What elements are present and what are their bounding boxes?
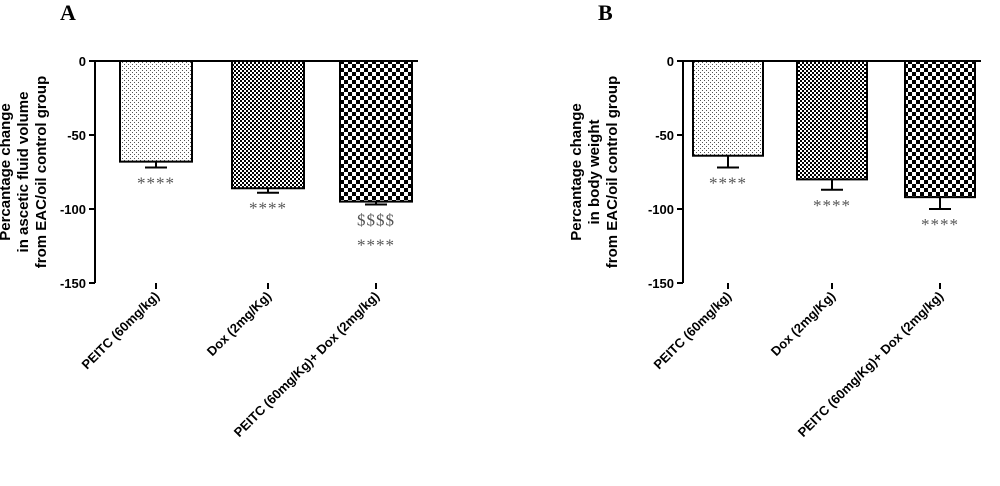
category-label: PEITC (60mg/kg) bbox=[650, 289, 734, 373]
error-bar bbox=[717, 155, 739, 169]
panel-b: B Percantage change in body weight from EAC… bbox=[568, 0, 981, 440]
error-bar bbox=[145, 161, 167, 169]
error-bar bbox=[257, 188, 279, 194]
category-label: PEITC (60mg/kg) bbox=[78, 289, 162, 373]
category-label: Dox (2mg/Kg) bbox=[768, 289, 838, 359]
significance-label: **** bbox=[137, 174, 175, 193]
y-axis-label: from EAC/oil control group bbox=[33, 76, 50, 269]
y-axis-label: Percantage change bbox=[0, 103, 14, 241]
panel-a: A Percantage change in ascetic fluid volum… bbox=[0, 0, 418, 440]
category-label: Dox (2mg/Kg) bbox=[204, 289, 274, 359]
significance-label: **** bbox=[709, 174, 747, 193]
bar bbox=[796, 60, 868, 181]
significance-label: **** bbox=[249, 199, 287, 218]
bar bbox=[692, 60, 764, 157]
significance-label: $$$$ bbox=[357, 211, 395, 230]
bar bbox=[339, 60, 413, 203]
y-axis-label: in body weight bbox=[586, 120, 603, 225]
significance-label: **** bbox=[357, 236, 395, 255]
error-bar bbox=[929, 197, 951, 210]
y-tick-label: -100 bbox=[60, 202, 86, 217]
y-tick-label: 0 bbox=[667, 54, 674, 69]
bar bbox=[119, 60, 193, 163]
significance-label: **** bbox=[921, 215, 959, 234]
panel-letter: B bbox=[598, 0, 613, 25]
y-tick-label: -150 bbox=[648, 276, 674, 291]
y-axis-label: from EAC/oil control group bbox=[604, 76, 621, 269]
y-tick-label: -150 bbox=[60, 276, 86, 291]
error-bar bbox=[365, 201, 387, 206]
panel-letter: A bbox=[60, 0, 76, 25]
y-axis-label: in ascetic fluid volume bbox=[15, 92, 32, 253]
y-tick-label: -50 bbox=[655, 128, 674, 143]
y-tick-label: -50 bbox=[67, 128, 86, 143]
y-axis-label: Percantage change bbox=[568, 103, 585, 241]
bar bbox=[904, 60, 976, 199]
significance-label: **** bbox=[813, 196, 851, 215]
y-tick-label: -100 bbox=[648, 202, 674, 217]
y-tick-label: 0 bbox=[79, 54, 86, 69]
bar bbox=[231, 60, 305, 190]
error-bar bbox=[821, 179, 843, 191]
